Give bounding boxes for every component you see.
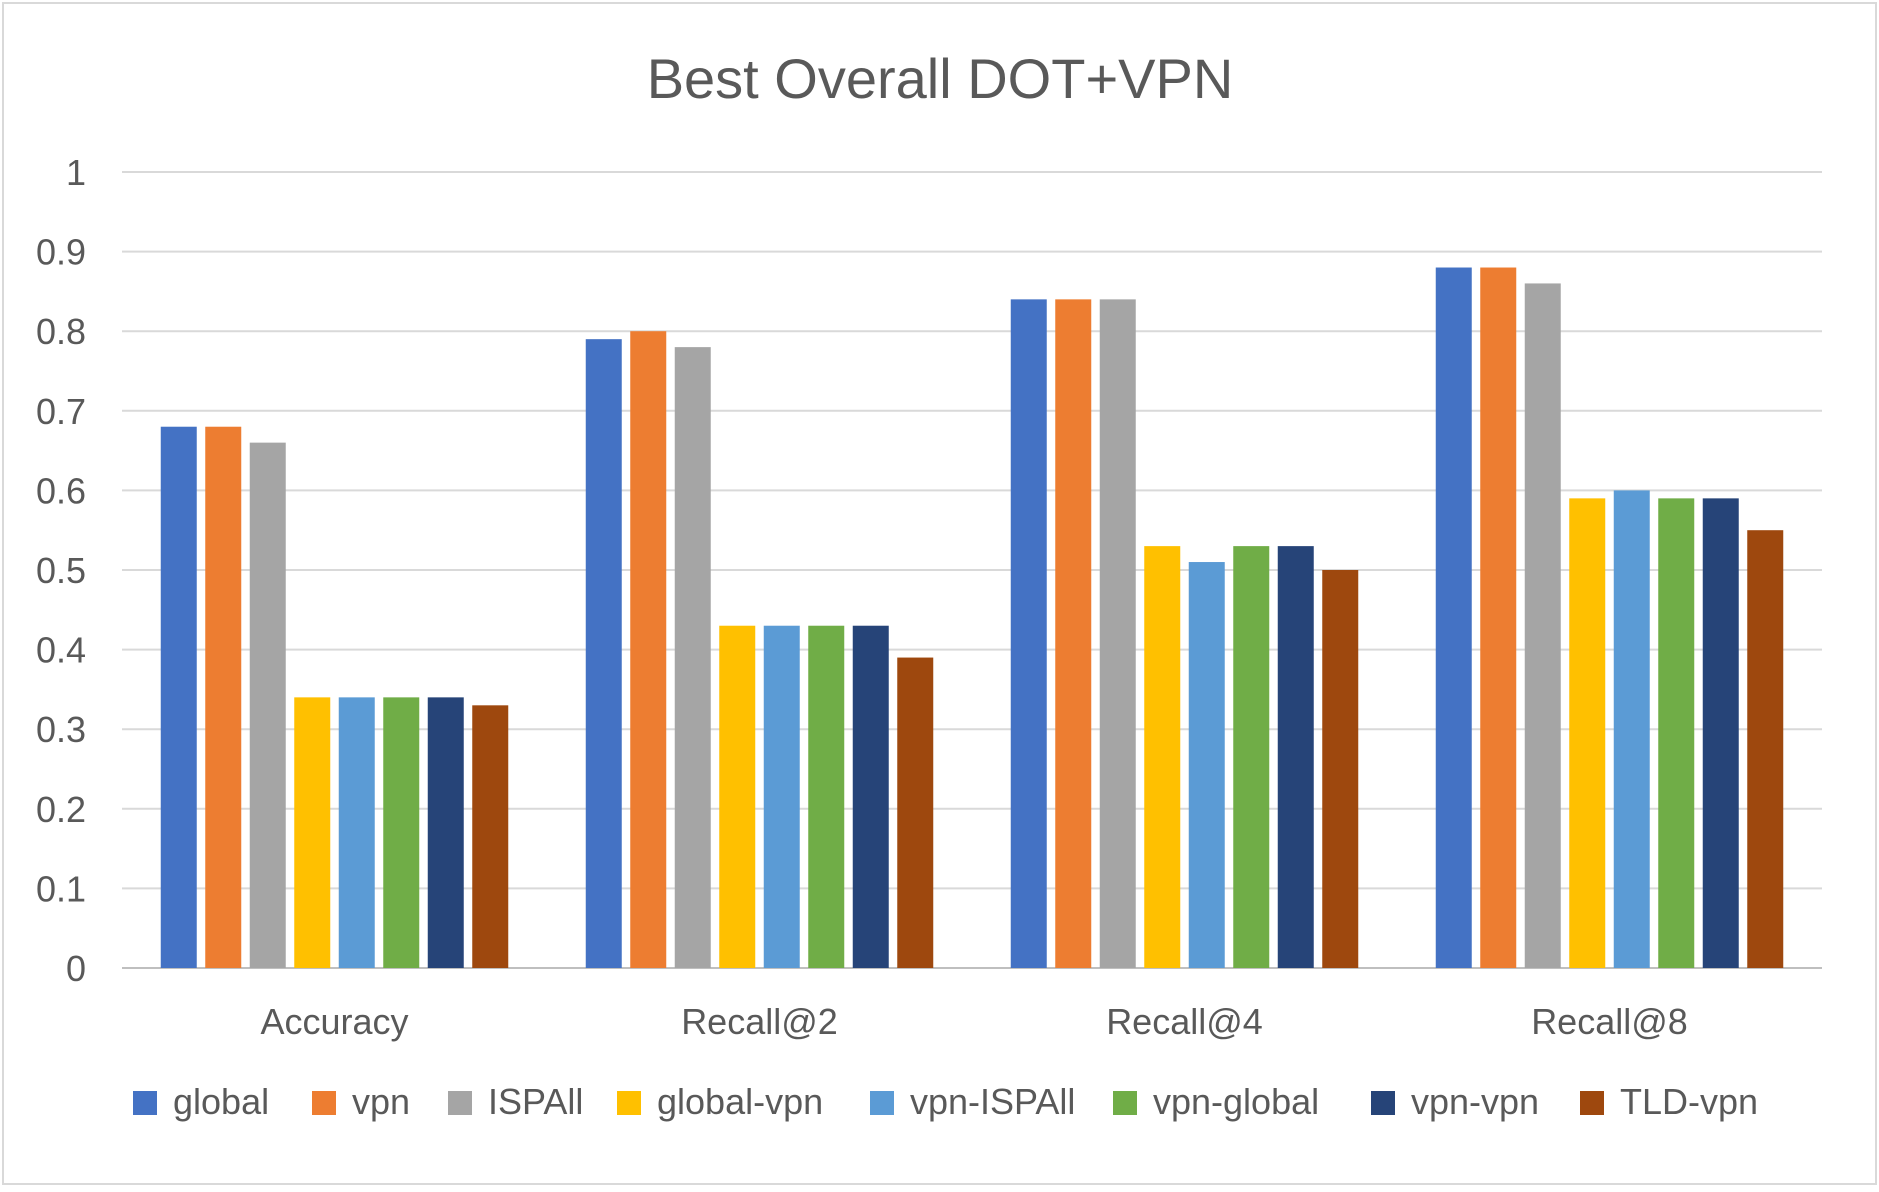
- legend-swatch-ISPAll: [448, 1091, 472, 1115]
- bar-TLD-vpn-Recall@8: [1747, 530, 1784, 968]
- bar-global-vpn-Recall@2: [719, 625, 756, 968]
- y-tick-label: 0.6: [36, 470, 86, 511]
- legend-label: vpn-vpn: [1411, 1081, 1539, 1122]
- y-tick-label: 0.8: [36, 311, 86, 352]
- bar-global-Accuracy: [160, 426, 197, 969]
- bar-vpn-ISPAll-Recall@2: [763, 625, 800, 968]
- x-category-label: Recall@2: [681, 1001, 838, 1042]
- legend-label: vpn: [352, 1081, 410, 1122]
- y-tick-label: 0: [66, 948, 86, 989]
- bar-vpn-ISPAll-Recall@8: [1613, 490, 1650, 968]
- bar-TLD-vpn-Accuracy: [472, 705, 509, 968]
- y-tick-label: 0.9: [36, 232, 86, 273]
- legend-label: ISPAll: [488, 1081, 583, 1122]
- bar-vpn-vpn-Recall@4: [1277, 546, 1314, 968]
- legend-swatch-vpn-vpn: [1371, 1091, 1395, 1115]
- bar-vpn-global-Recall@8: [1658, 498, 1695, 968]
- bar-vpn-global-Recall@4: [1233, 546, 1270, 968]
- bar-vpn-Recall@8: [1480, 267, 1517, 968]
- legend-swatch-global-vpn: [617, 1091, 641, 1115]
- legend-label: global: [173, 1081, 269, 1122]
- legend-swatch-vpn: [312, 1091, 336, 1115]
- legend: global vpn ISPAll global-vpn vpn-ISPAll vpn-g…: [133, 1081, 1758, 1122]
- legend-swatch-vpn-global: [1113, 1091, 1137, 1115]
- y-tick-label: 0.5: [36, 550, 86, 591]
- y-tick-label: 0.3: [36, 709, 86, 750]
- bar-ISPAll-Recall@4: [1099, 299, 1136, 968]
- y-tick-label: 0.7: [36, 391, 86, 432]
- bar-vpn-Accuracy: [205, 426, 242, 969]
- bar-TLD-vpn-Recall@4: [1322, 570, 1359, 968]
- bar-vpn-ISPAll-Recall@4: [1188, 562, 1225, 968]
- bar-global-Recall@4: [1010, 299, 1047, 968]
- bar-vpn-Recall@4: [1055, 299, 1092, 968]
- y-tick-label: 0.2: [36, 789, 86, 830]
- bar-vpn-vpn-Recall@2: [852, 625, 889, 968]
- bar-ISPAll-Recall@2: [674, 347, 711, 968]
- bar-global-vpn-Accuracy: [294, 697, 331, 968]
- bar-vpn-global-Accuracy: [383, 697, 420, 968]
- legend-label: TLD-vpn: [1620, 1081, 1758, 1122]
- x-axis-category-labels: Accuracy Recall@2 Recall@4 Recall@8: [260, 1001, 1687, 1042]
- legend-swatch-vpn-ISPAll: [870, 1091, 894, 1115]
- bar-ISPAll-Recall@8: [1524, 283, 1561, 968]
- y-tick-label: 1: [66, 152, 86, 193]
- bar-global-vpn-Recall@4: [1144, 546, 1181, 968]
- x-category-label: Accuracy: [260, 1001, 408, 1042]
- bar-global-vpn-Recall@8: [1569, 498, 1606, 968]
- x-category-label: Recall@8: [1531, 1001, 1688, 1042]
- legend-label: global-vpn: [657, 1081, 823, 1122]
- legend-swatch-global: [133, 1091, 157, 1115]
- bar-vpn-ISPAll-Accuracy: [338, 697, 375, 968]
- bar-global-Recall@8: [1435, 267, 1472, 968]
- bars: [160, 267, 1784, 969]
- bar-ISPAll-Accuracy: [249, 442, 286, 968]
- x-category-label: Recall@4: [1106, 1001, 1263, 1042]
- y-tick-label: 0.1: [36, 868, 86, 909]
- bar-TLD-vpn-Recall@2: [897, 657, 934, 968]
- bar-global-Recall@2: [585, 339, 622, 968]
- legend-label: vpn-ISPAll: [910, 1081, 1075, 1122]
- bar-vpn-vpn-Recall@8: [1702, 498, 1739, 968]
- chart-title: Best Overall DOT+VPN: [647, 47, 1234, 110]
- y-tick-label: 0.4: [36, 630, 86, 671]
- legend-label: vpn-global: [1153, 1081, 1319, 1122]
- y-axis-tick-labels: 0 0.1 0.2 0.3 0.4 0.5 0.6 0.7 0.8 0.9 1: [36, 152, 86, 989]
- legend-swatch-TLD-vpn: [1580, 1091, 1604, 1115]
- bar-vpn-Recall@2: [630, 331, 667, 968]
- bar-vpn-global-Recall@2: [808, 625, 845, 968]
- bar-vpn-vpn-Accuracy: [427, 697, 464, 968]
